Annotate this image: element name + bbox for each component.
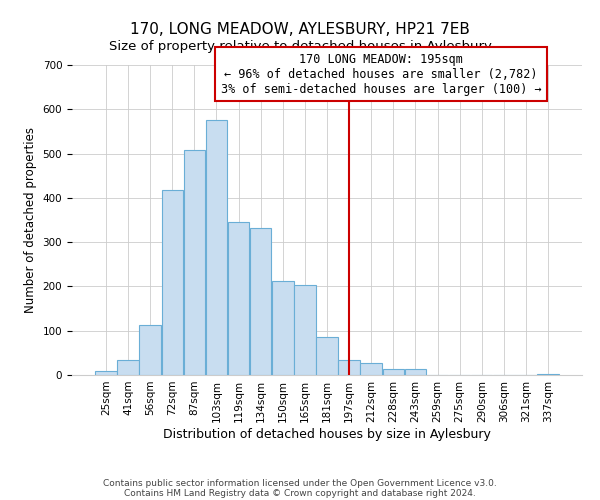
Bar — [338, 360, 360, 375]
Text: Contains public sector information licensed under the Open Government Licence v3: Contains public sector information licen… — [103, 478, 497, 488]
Bar — [538, 374, 559, 375]
Bar — [184, 150, 205, 375]
Bar — [250, 228, 271, 375]
Bar — [361, 364, 382, 375]
Bar — [161, 190, 183, 375]
Bar — [316, 338, 338, 375]
Bar — [95, 372, 116, 375]
Y-axis label: Number of detached properties: Number of detached properties — [24, 127, 37, 313]
Text: Contains HM Land Registry data © Crown copyright and database right 2024.: Contains HM Land Registry data © Crown c… — [124, 488, 476, 498]
Bar — [383, 369, 404, 375]
Bar — [117, 360, 139, 375]
Bar — [294, 284, 316, 375]
Text: 170, LONG MEADOW, AYLESBURY, HP21 7EB: 170, LONG MEADOW, AYLESBURY, HP21 7EB — [130, 22, 470, 38]
Text: 170 LONG MEADOW: 195sqm
← 96% of detached houses are smaller (2,782)
3% of semi-: 170 LONG MEADOW: 195sqm ← 96% of detache… — [221, 52, 541, 96]
X-axis label: Distribution of detached houses by size in Aylesbury: Distribution of detached houses by size … — [163, 428, 491, 440]
Bar — [228, 222, 249, 375]
Bar — [206, 120, 227, 375]
Bar — [405, 369, 426, 375]
Text: Size of property relative to detached houses in Aylesbury: Size of property relative to detached ho… — [109, 40, 491, 53]
Bar — [139, 325, 161, 375]
Bar — [272, 281, 293, 375]
